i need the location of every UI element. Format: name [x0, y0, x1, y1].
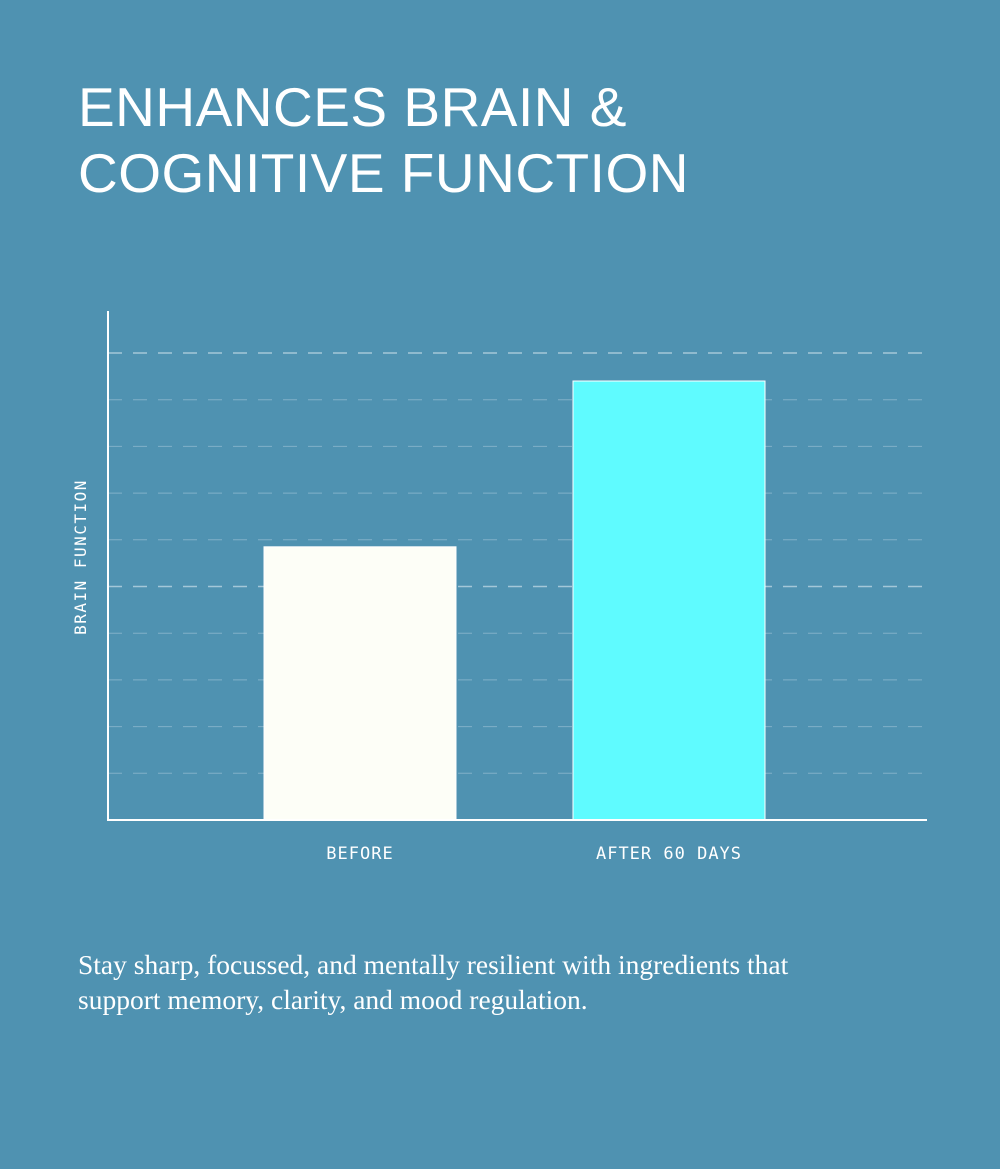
- x-tick-label-2: AFTER 60 DAYS: [596, 844, 742, 864]
- y-axis-label: BRAIN FUNCTION: [71, 479, 90, 635]
- title-line-2: COGNITIVE FUNCTION: [78, 142, 689, 204]
- x-tick-label-1: BEFORE: [326, 844, 393, 864]
- title-line-1: ENHANCES BRAIN &: [78, 76, 627, 138]
- caption-text: Stay sharp, focussed, and mentally resil…: [78, 949, 789, 1015]
- bar-after-60-days: [572, 380, 766, 821]
- page-title: ENHANCES BRAIN & COGNITIVE FUNCTION: [78, 74, 958, 206]
- bar-before: [263, 546, 457, 821]
- brain-function-bar-chart: BEFORE AFTER 60 DAYS BRAIN FUNCTION: [71, 311, 927, 864]
